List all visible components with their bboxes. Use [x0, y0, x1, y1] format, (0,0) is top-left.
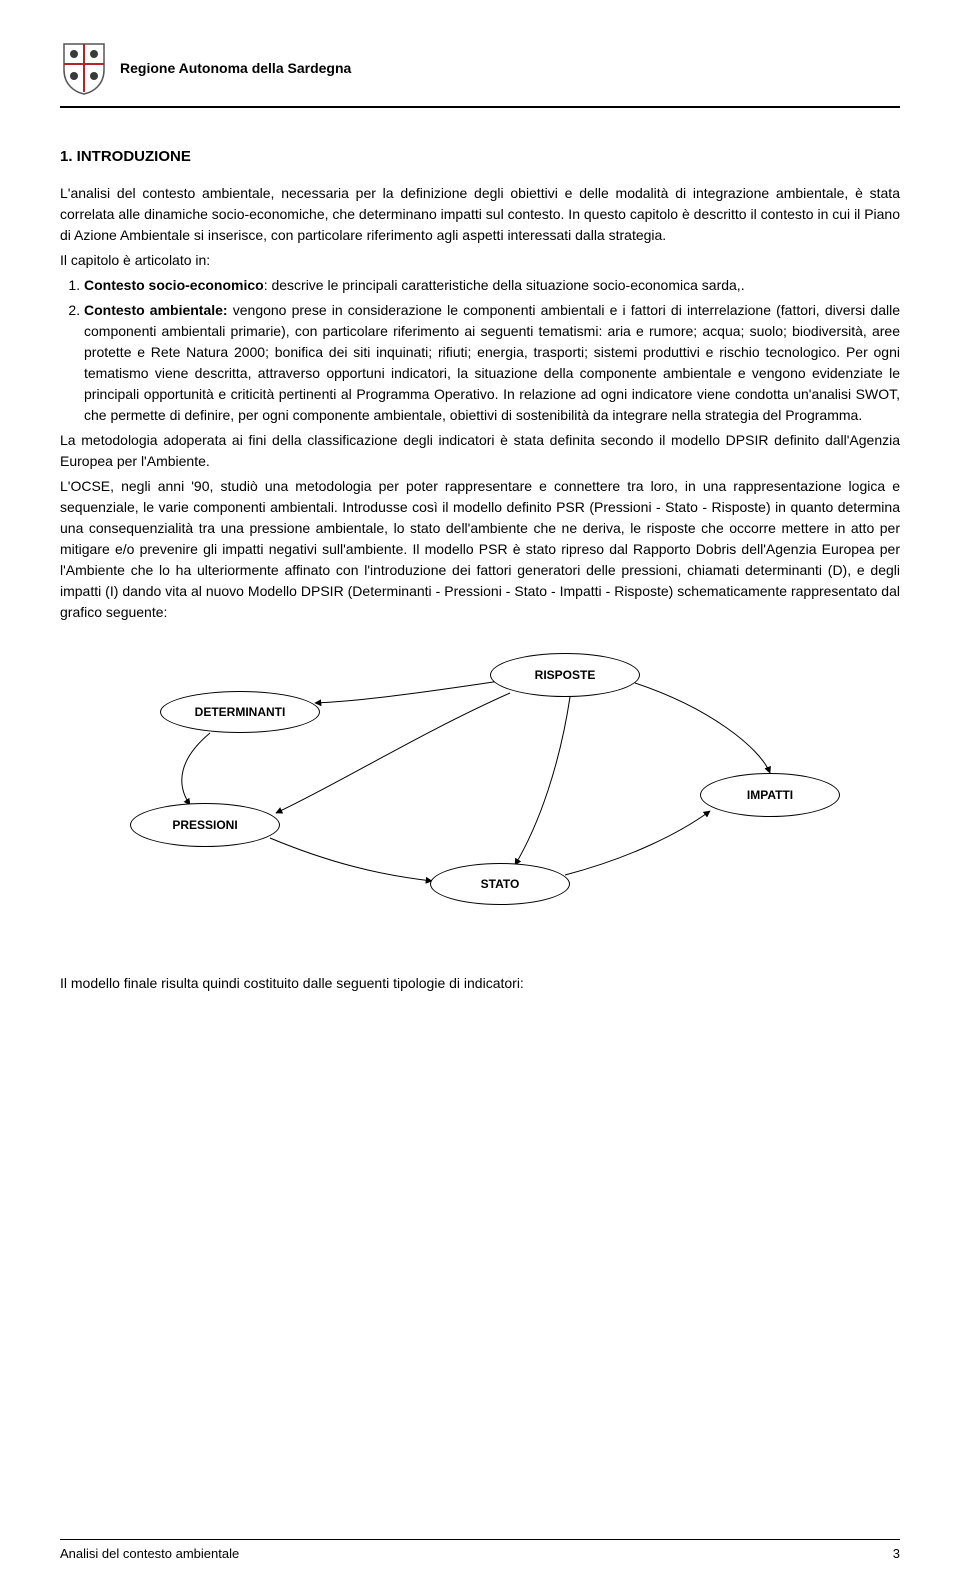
closing-paragraph: Il modello finale risulta quindi costitu… — [60, 973, 900, 994]
intro-paragraph-1: L'analisi del contesto ambientale, neces… — [60, 183, 900, 246]
crest-icon — [60, 40, 108, 96]
list-item-label: Contesto socio-economico — [84, 277, 264, 293]
footer-title: Analisi del contesto ambientale — [60, 1546, 239, 1561]
diagram-node-pressioni: PRESSIONI — [130, 803, 280, 847]
document-page: Regione Autonoma della Sardegna 1. INTRO… — [0, 0, 960, 1591]
diagram-node-determinanti: DETERMINANTI — [160, 691, 320, 733]
methodology-paragraph-2: L'OCSE, negli anni '90, studiò una metod… — [60, 476, 900, 623]
diagram-node-stato: STATO — [430, 863, 570, 905]
diagram-node-impatti: IMPATTI — [700, 773, 840, 817]
diagram-edge — [315, 681, 500, 703]
page-header: Regione Autonoma della Sardegna — [60, 40, 900, 108]
footer-page-number: 3 — [893, 1546, 900, 1561]
list-item-text: vengono prese in considerazione le compo… — [84, 302, 900, 423]
list-item: Contesto socio-economico: descrive le pr… — [84, 275, 900, 296]
methodology-paragraph-1: La metodologia adoperata ai fini della c… — [60, 430, 900, 472]
diagram-edge — [270, 838, 432, 881]
dpsir-diagram: RISPOSTE DETERMINANTI IMPATTI PRESSIONI STAT… — [60, 653, 900, 933]
chapter-structure-list: Contesto socio-economico: descrive le pr… — [60, 275, 900, 426]
section-heading: 1. INTRODUZIONE — [60, 148, 900, 165]
intro-paragraph-2: Il capitolo è articolato in: — [60, 250, 900, 271]
page-footer: Analisi del contesto ambientale 3 — [60, 1539, 900, 1561]
diagram-edge — [565, 811, 710, 875]
diagram-edge — [635, 683, 770, 773]
header-org-name: Regione Autonoma della Sardegna — [120, 60, 351, 76]
list-item-text: : descrive le principali caratteristiche… — [264, 277, 745, 293]
list-item: Contesto ambientale: vengono prese in co… — [84, 300, 900, 426]
diagram-node-risposte: RISPOSTE — [490, 653, 640, 697]
list-item-label: Contesto ambientale: — [84, 302, 228, 318]
diagram-edge — [182, 733, 210, 805]
diagram-edge — [515, 697, 570, 865]
